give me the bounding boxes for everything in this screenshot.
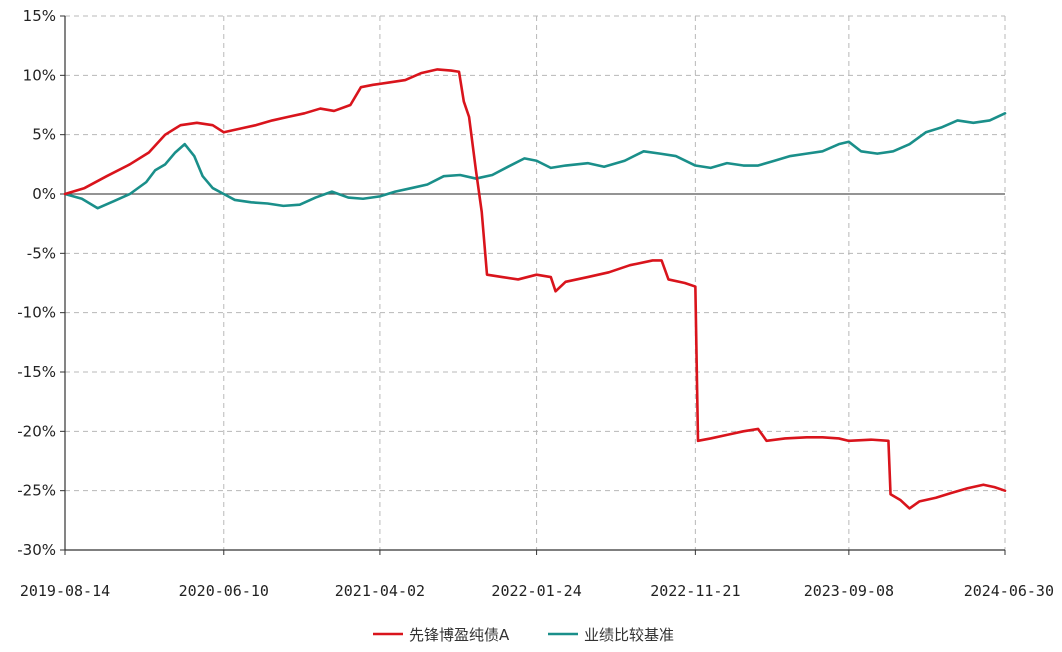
legend-label: 业绩比较基准 [584,626,674,644]
legend: 先锋博盈纯债A 业绩比较基准 [373,626,674,644]
series-line-fund [63,68,1007,510]
x-tick-label: 2022-11-21 [650,582,740,600]
y-tick-label: 10% [23,66,56,84]
y-tick-label: -20% [17,422,56,440]
y-tick-label: 15% [23,7,56,25]
x-tick-label: 2019-08-14 [20,582,110,600]
y-tick-label: -5% [27,244,56,262]
series-line-benchmark [63,112,1007,210]
x-tick-label: 2021-04-02 [335,582,425,600]
y-tick-label: 5% [32,126,56,144]
x-tick-label: 2020-06-10 [179,582,269,600]
y-tick-label: 0% [32,185,56,203]
legend-label: 先锋博盈纯债A [409,626,510,644]
y-tick-label: -10% [17,304,56,322]
y-tick-label: -15% [17,363,56,381]
x-tick-label: 2024-06-30 [964,582,1054,600]
y-tick-label: -30% [17,541,56,559]
series-lines [63,68,1007,510]
grid [65,15,1006,551]
x-tick-label: 2022-01-24 [491,582,581,600]
axes: 15% 10% 5% 0% -5% -10% -15% -20% -25% -30% 2019-08… [17,7,1054,600]
y-tick-label: -25% [17,482,56,500]
x-tick-label: 2023-09-08 [804,582,894,600]
